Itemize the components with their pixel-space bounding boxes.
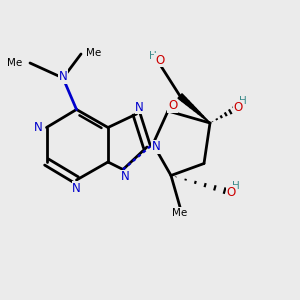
Text: H: H (232, 181, 239, 191)
Text: O: O (155, 53, 164, 67)
Text: O: O (168, 99, 177, 112)
Polygon shape (190, 105, 196, 111)
Text: Me: Me (172, 208, 188, 218)
Text: N: N (121, 170, 130, 184)
Polygon shape (206, 119, 210, 123)
Text: N: N (135, 101, 144, 114)
Polygon shape (178, 94, 185, 101)
Text: N: N (72, 182, 81, 195)
Text: H: H (148, 51, 156, 62)
Text: Me: Me (86, 47, 102, 58)
Polygon shape (194, 108, 200, 114)
Polygon shape (198, 112, 203, 117)
Text: O: O (234, 100, 243, 114)
Polygon shape (182, 98, 189, 104)
Text: N: N (152, 140, 160, 154)
Text: Me: Me (7, 58, 22, 68)
Text: N: N (58, 70, 68, 83)
Text: O: O (226, 185, 236, 199)
Text: H: H (239, 96, 247, 106)
Polygon shape (186, 101, 193, 107)
Text: N: N (34, 121, 43, 134)
Polygon shape (202, 116, 206, 120)
